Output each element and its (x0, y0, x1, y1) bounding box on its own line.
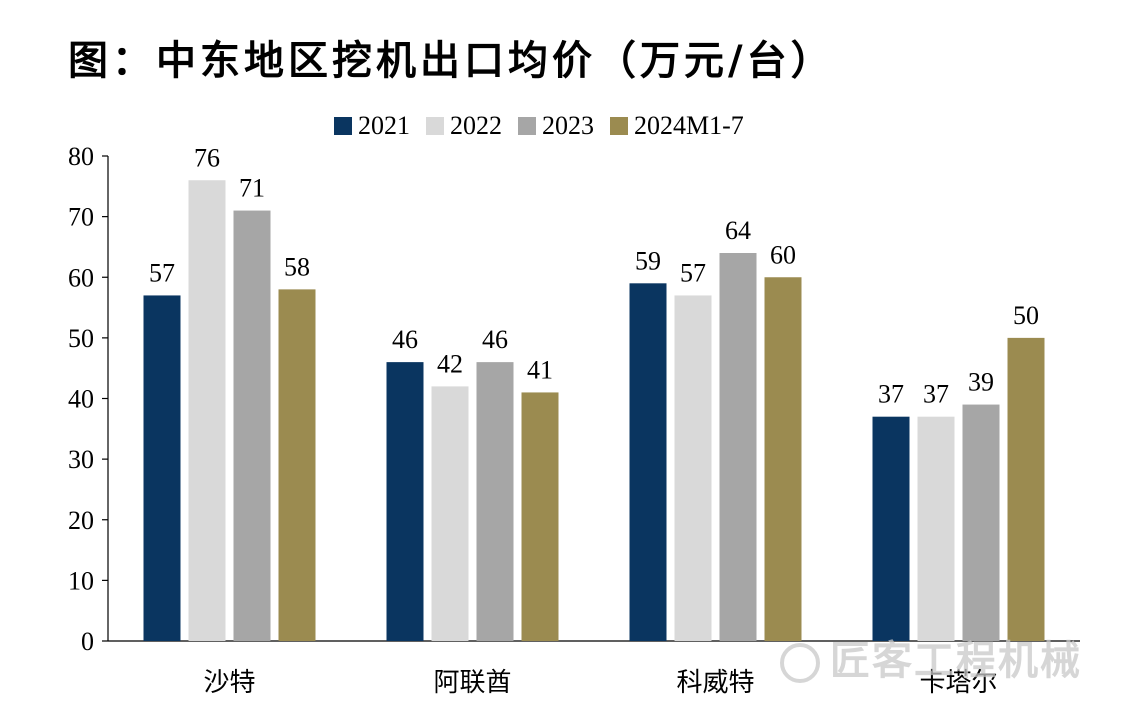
bar (962, 404, 1000, 641)
legend: 2021 2022 2023 2024M1-7 (334, 110, 760, 142)
data-label: 42 (437, 349, 463, 378)
legend-item-2023: 2023 (518, 111, 594, 141)
bar (386, 362, 424, 641)
bar (278, 289, 316, 641)
y-tick-label: 50 (68, 324, 94, 353)
data-label: 37 (923, 380, 949, 409)
data-label: 37 (878, 380, 904, 409)
data-label: 57 (149, 258, 175, 287)
bar (764, 277, 802, 641)
data-label: 41 (527, 355, 553, 384)
bar (917, 416, 955, 641)
watermark: 匠客工程机械 (780, 628, 1082, 686)
legend-label: 2023 (542, 111, 594, 140)
data-label: 57 (680, 258, 706, 287)
bar (188, 180, 226, 641)
legend-item-2021: 2021 (334, 111, 410, 141)
bar (719, 253, 757, 641)
bar (872, 416, 910, 641)
y-tick-label: 60 (68, 263, 94, 292)
y-tick-label: 40 (68, 385, 94, 414)
data-label: 76 (194, 143, 220, 172)
legend-swatch (426, 117, 444, 135)
data-label: 46 (482, 325, 508, 354)
bar (674, 295, 712, 641)
data-label: 39 (968, 368, 994, 397)
data-label: 64 (725, 216, 751, 245)
bar (431, 386, 469, 641)
chart-title: 图：中东地区挖机出口均价（万元/台） (68, 38, 835, 84)
x-category-label: 科威特 (676, 668, 754, 698)
watermark-text: 匠客工程机械 (830, 638, 1082, 684)
x-category-label: 卡塔尔 (919, 668, 997, 698)
bar (233, 210, 271, 641)
x-category-label: 沙特 (203, 668, 255, 698)
bar (143, 295, 181, 641)
legend-item-2022: 2022 (426, 111, 502, 141)
watermark-logo-icon (780, 643, 820, 683)
data-label: 71 (239, 174, 265, 203)
legend-label: 2021 (358, 111, 410, 140)
legend-swatch (518, 117, 536, 135)
bar (521, 392, 559, 641)
legend-item-2024: 2024M1-7 (610, 111, 744, 141)
y-tick-label: 70 (68, 203, 94, 232)
x-category-label: 阿联酋 (433, 668, 511, 698)
y-tick-label: 30 (68, 445, 94, 474)
legend-label: 2022 (450, 111, 502, 140)
y-tick-label: 10 (68, 566, 94, 595)
y-tick-label: 0 (81, 627, 94, 656)
bar (1007, 337, 1045, 641)
bar (629, 283, 667, 641)
data-label: 58 (284, 252, 310, 281)
y-tick-label: 20 (68, 506, 94, 535)
data-label: 46 (392, 325, 418, 354)
data-label: 59 (635, 246, 661, 275)
y-tick-label: 80 (68, 142, 94, 171)
legend-label: 2024M1-7 (634, 111, 744, 140)
bar (476, 362, 514, 641)
data-label: 50 (1013, 301, 1039, 330)
data-label: 60 (770, 240, 796, 269)
legend-swatch (610, 117, 628, 135)
legend-swatch (334, 117, 352, 135)
